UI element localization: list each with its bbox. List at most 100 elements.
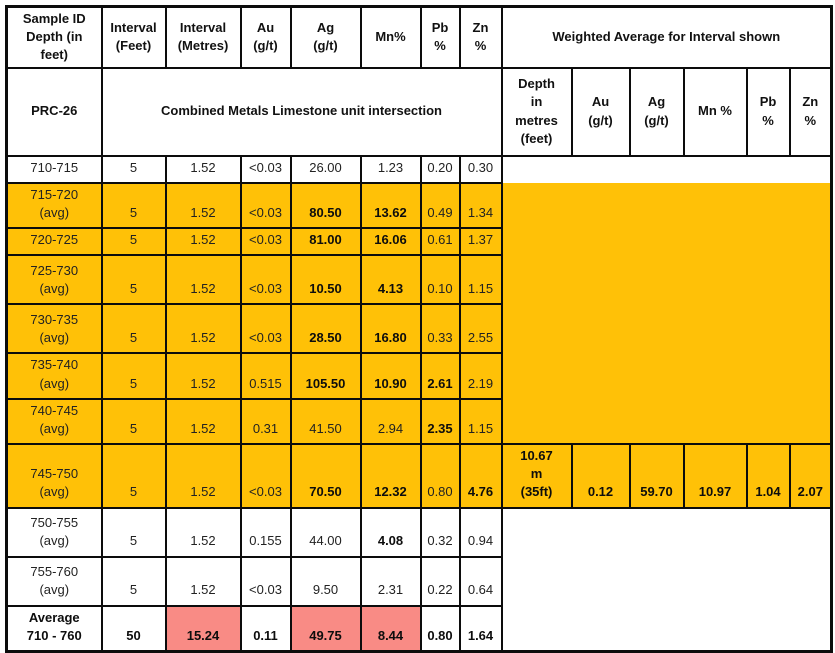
row-755-760-interval-metres: 1.52 (164, 555, 242, 607)
row-715-720-au: <0.03 (239, 181, 292, 230)
row-745-750-zn: 4.76 (458, 443, 503, 509)
row-725-730: 725-730 (avg) 5 1.52 <0.03 10.50 4.13 0.10 1.15 (5, 254, 832, 306)
row-average-710-760-interval-feet: 50 (100, 604, 167, 653)
weighted-empty-bottom (501, 507, 832, 652)
row-755-760-zn: 0.64 (458, 555, 503, 607)
row-710-715-label: 710-715 (5, 154, 103, 184)
row-average-710-760-ag: 49.75 (289, 604, 362, 653)
row-725-730-interval-feet: 5 (100, 254, 167, 306)
header-zn: Zn % (458, 5, 503, 69)
row-710-715: 710-715 5 1.52 <0.03 26.00 1.23 0.20 0.30 (5, 154, 832, 184)
row-740-745: 740-745 (avg) 5 1.52 0.31 41.50 2.94 2.35 1.15 (5, 397, 832, 446)
weighted-orange-block (501, 182, 832, 445)
row-730-735: 730-735 (avg) 5 1.52 <0.03 28.50 16.80 0.33 2.5… (5, 303, 832, 355)
row-745-750-weighted-zn: 2.07 (788, 443, 833, 509)
table-body: 710-715 5 1.52 <0.03 26.00 1.23 0.20 0.30 715-72… (5, 154, 833, 653)
row-average-710-760-zn: 1.64 (458, 604, 503, 653)
row-710-715-au: <0.03 (239, 154, 292, 184)
row-730-735-au: <0.03 (239, 303, 292, 355)
header-interval-feet: Interval (Feet) (100, 5, 167, 69)
row-755-760: 755-760 (avg) 5 1.52 <0.03 9.50 2.31 0.22 0.64 (5, 555, 832, 607)
row-745-750-pb: 0.80 (419, 443, 461, 509)
row-750-755-interval-feet: 5 (100, 506, 167, 558)
row-740-745-interval-feet: 5 (100, 397, 167, 446)
row-735-740-ag: 105.50 (289, 352, 362, 400)
row-710-715-zn: 0.30 (458, 154, 503, 184)
row-740-745-label: 740-745 (avg) (5, 397, 103, 446)
weighted-empty-top (501, 155, 832, 183)
assay-results-table: Sample ID Depth (in feet) Interval (Feet… (5, 5, 834, 653)
header-au: Au (g/t) (239, 5, 292, 69)
row-745-750-interval-feet: 5 (100, 443, 167, 509)
row-745-750-weighted-mn: 10.97 (682, 443, 748, 509)
header-mn: Mn% (359, 5, 422, 69)
row-720-725-interval-metres: 1.52 (164, 227, 242, 257)
row-720-725-interval-feet: 5 (100, 227, 167, 257)
row-755-760-mn: 2.31 (359, 555, 422, 607)
header-pb: Pb % (419, 5, 461, 69)
row-730-735-label: 730-735 (avg) (5, 303, 103, 355)
header-sample-id: Sample ID Depth (in feet) (5, 5, 103, 69)
row-720-725-mn: 16.06 (359, 227, 422, 257)
row-average-710-760-pb: 0.80 (419, 604, 461, 653)
row-average-710-760-mn: 8.44 (359, 604, 422, 653)
header-wa-depth: Depth in metres (feet) (500, 66, 573, 157)
header-wa-mn: Mn % (682, 66, 748, 157)
row-725-730-interval-metres: 1.52 (164, 254, 242, 306)
row-750-755-mn: 4.08 (359, 506, 422, 558)
header-interval-metres: Interval (Metres) (164, 5, 242, 69)
row-755-760-pb: 0.22 (419, 555, 461, 607)
header-weighted-average: Weighted Average for Interval shown (500, 5, 833, 69)
row-740-745-ag: 41.50 (289, 397, 362, 446)
row-745-750: 745-750 (avg) 5 1.52 <0.03 70.50 12.32 0.80 4.7… (5, 443, 833, 509)
row-735-740: 735-740 (avg) 5 1.52 0.515 105.50 10.90 2.61 2.… (5, 352, 832, 400)
row-730-735-zn: 2.55 (458, 303, 503, 355)
row-710-715-ag: 26.00 (289, 154, 362, 184)
row-730-735-mn: 16.80 (359, 303, 422, 355)
row-725-730-pb: 0.10 (419, 254, 461, 306)
row-710-715-interval-feet: 5 (100, 154, 167, 184)
row-735-740-interval-metres: 1.52 (164, 352, 242, 400)
row-715-720-ag: 80.50 (289, 181, 362, 230)
row-750-755: 750-755 (avg) 5 1.52 0.155 44.00 4.08 0.32 0.94 (5, 506, 832, 652)
row-740-745-pb: 2.35 (419, 397, 461, 446)
row-755-760-au: <0.03 (239, 555, 292, 607)
row-730-735-interval-feet: 5 (100, 303, 167, 355)
row-average-710-760-au: 0.11 (239, 604, 292, 653)
row-735-740-pb: 2.61 (419, 352, 461, 400)
row-750-755-pb: 0.32 (419, 506, 461, 558)
row-710-715-interval-metres: 1.52 (164, 154, 242, 184)
row-715-720-interval-feet: 5 (100, 181, 167, 230)
row-740-745-mn: 2.94 (359, 397, 422, 446)
row-725-730-label: 725-730 (avg) (5, 254, 103, 306)
header-ag: Ag (g/t) (289, 5, 362, 69)
report-page: Sample ID Depth (in feet) Interval (Feet… (5, 5, 834, 653)
row-750-755-interval-metres: 1.52 (164, 506, 242, 558)
row-745-750-weighted-pb: 1.04 (745, 443, 791, 509)
row-740-745-zn: 1.15 (458, 397, 503, 446)
row-710-715-pb: 0.20 (419, 154, 461, 184)
row-735-740-au: 0.515 (239, 352, 292, 400)
row-745-750-au: <0.03 (239, 443, 292, 509)
row-720-725-label: 720-725 (5, 227, 103, 257)
row-750-755-au: 0.155 (239, 506, 292, 558)
row-720-725-pb: 0.61 (419, 227, 461, 257)
row-715-720-mn: 13.62 (359, 181, 422, 230)
header-hole-id: PRC-26 (5, 66, 103, 157)
row-745-750-ag: 70.50 (289, 443, 362, 509)
row-745-750-weighted-au: 0.12 (570, 443, 631, 509)
row-750-755-ag: 44.00 (289, 506, 362, 558)
row-720-725-zn: 1.37 (458, 227, 503, 257)
row-740-745-au: 0.31 (239, 397, 292, 446)
row-735-740-zn: 2.19 (458, 352, 503, 400)
row-725-730-zn: 1.15 (458, 254, 503, 306)
row-average-710-760-label: Average 710 - 760 (5, 604, 103, 653)
row-745-750-weighted-depth: 10.67 m (35ft) (500, 443, 573, 509)
row-715-720-interval-metres: 1.52 (164, 181, 242, 230)
header-intersection: Combined Metals Limestone unit intersect… (100, 66, 503, 157)
row-730-735-interval-metres: 1.52 (164, 303, 242, 355)
row-725-730-mn: 4.13 (359, 254, 422, 306)
row-720-725-au: <0.03 (239, 227, 292, 257)
row-740-745-interval-metres: 1.52 (164, 397, 242, 446)
row-735-740-interval-feet: 5 (100, 352, 167, 400)
